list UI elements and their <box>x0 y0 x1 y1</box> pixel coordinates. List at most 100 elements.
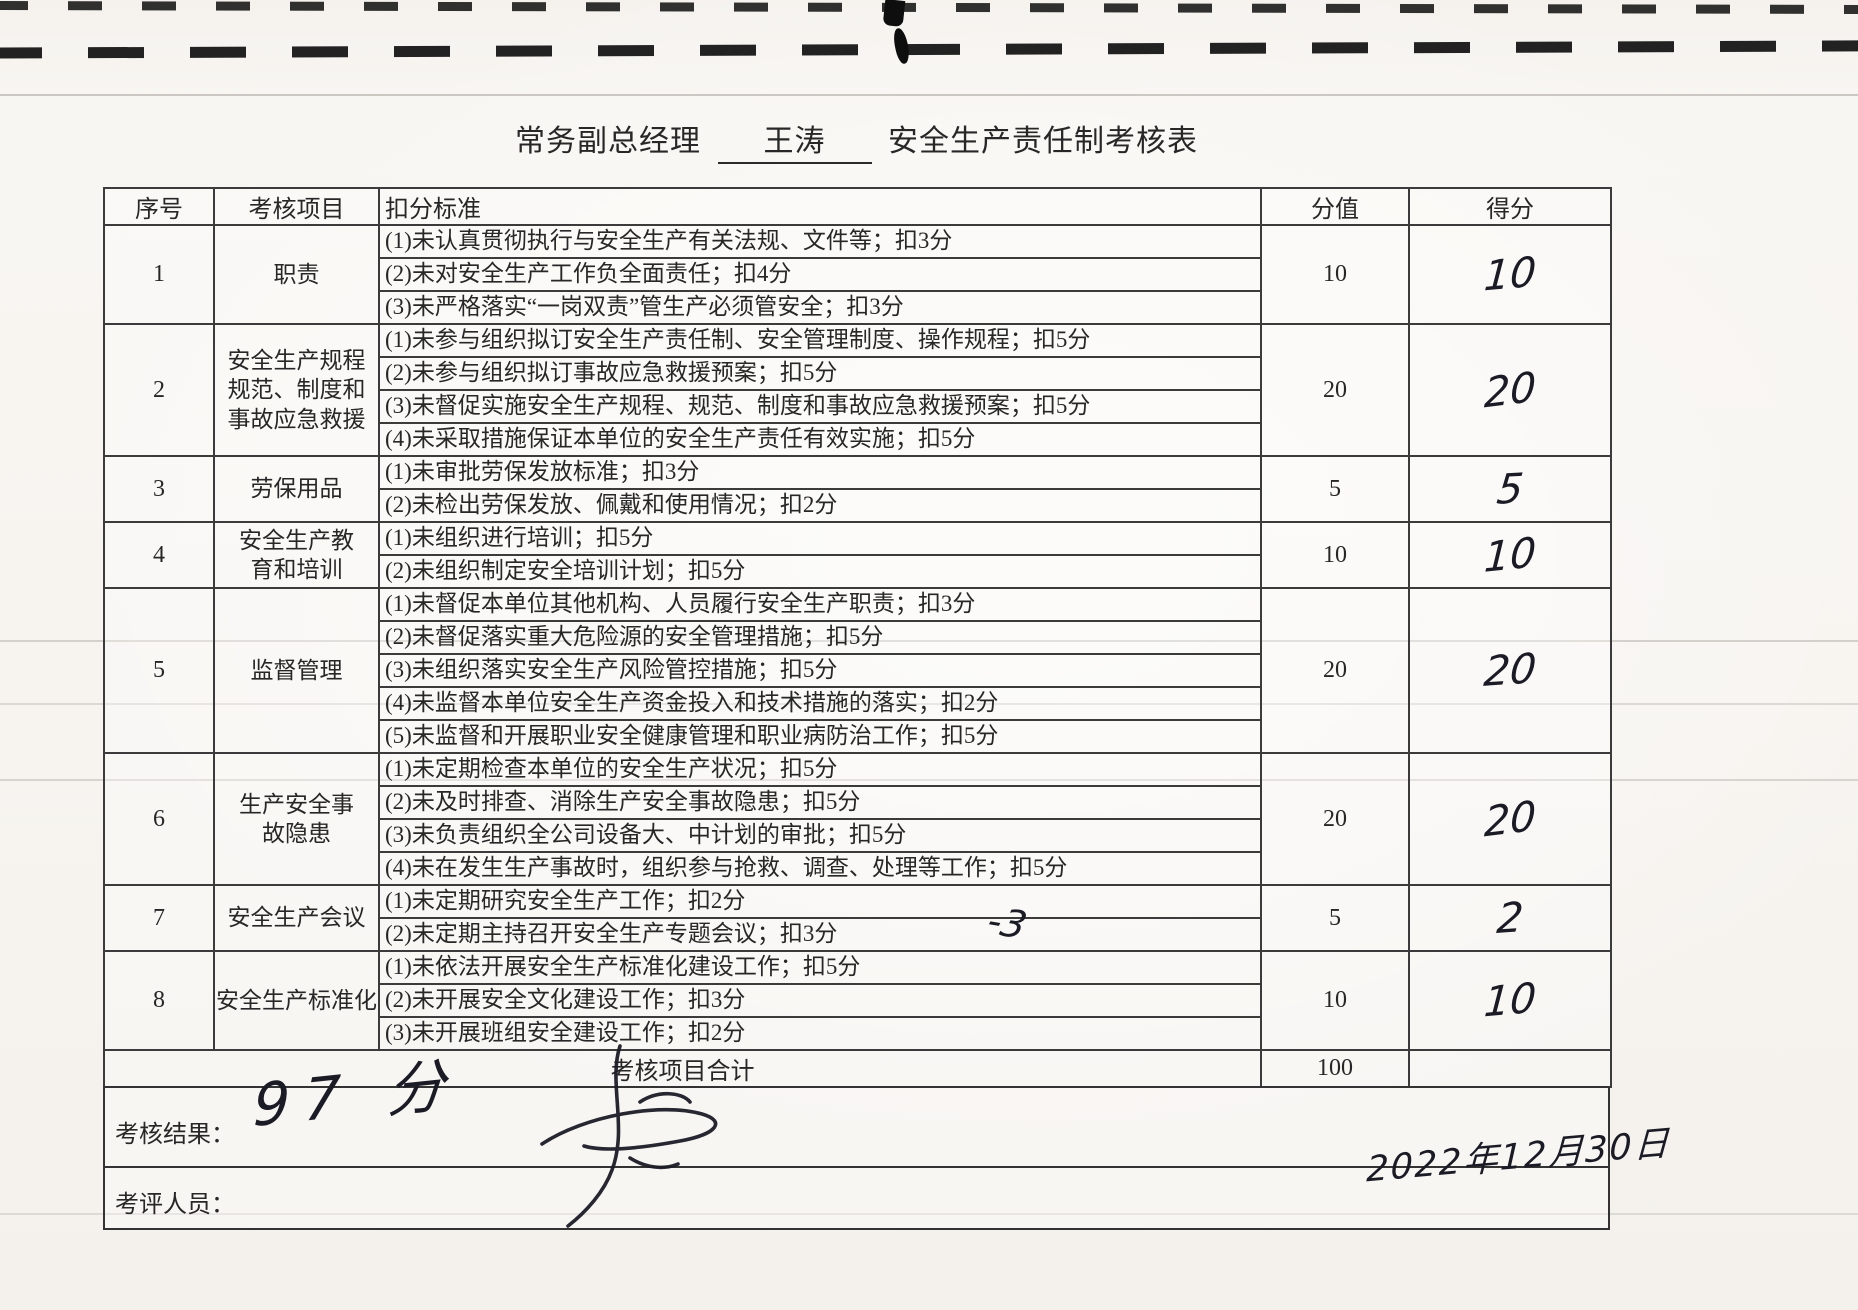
criteria-cell: (2)未开展安全文化建设工作；扣3分 <box>378 983 1262 1018</box>
table-row: (2)未参与组织拟订事故应急救援预案；扣5分 <box>104 356 1611 391</box>
row-item-label: 安全生产标准化 <box>213 950 380 1051</box>
handwritten-score: 2 <box>1494 892 1526 943</box>
row-item-label-text: 生产安全事 故隐患 <box>239 791 354 846</box>
total-value: 100 <box>1260 1049 1410 1088</box>
handwritten-score: 5 <box>1494 463 1526 514</box>
criteria-cell: (1)未审批劳保发放标准；扣3分 <box>378 455 1262 490</box>
criteria-cell: (3)未督促实施安全生产规程、规范、制度和事故应急救援预案；扣5分 <box>378 389 1262 424</box>
row-number-text: 2 <box>153 376 165 403</box>
row-score: 20 <box>1408 587 1612 754</box>
scan-streak-line <box>0 1213 1858 1215</box>
criteria-cell-text: (2)未及时排查、消除生产安全事故隐患；扣5分 <box>385 789 861 815</box>
row-item-label-text: 安全生产会议 <box>227 905 366 931</box>
table-row: (2)未检出劳保发放、佩戴和使用情况；扣2分 <box>104 488 1611 523</box>
criteria-cell-text: (2)未开展安全文化建设工作；扣3分 <box>385 987 746 1013</box>
table-row: (2)未对安全生产工作负全面责任；扣4分 <box>104 257 1611 292</box>
result-label: 考核结果： <box>115 1122 235 1148</box>
row-score: 20 <box>1408 752 1612 886</box>
assessor-box: 考评人员： <box>103 1165 1610 1230</box>
criteria-cell: (4)未监督本单位安全生产资金投入和技术措施的落实；扣2分 <box>378 686 1262 721</box>
row-score: 10 <box>1408 521 1612 589</box>
handwritten-score: 20 <box>1483 791 1537 846</box>
criteria-cell: (1)未定期研究安全生产工作；扣2分 <box>378 884 1262 919</box>
row-item-label: 安全生产会议 <box>213 884 380 952</box>
row-number: 6 <box>103 752 215 886</box>
criteria-cell-text: (3)未组织落实安全生产风险管控措施；扣5分 <box>385 657 838 683</box>
criteria-cell-text: (1)未依法开展安全生产标准化建设工作；扣5分 <box>385 954 861 980</box>
header-row: 序号 考核项目 扣分标准 分值 得分 <box>103 187 1612 226</box>
criteria-cell-text: (4)未采取措施保证本单位的安全生产责任有效实施；扣5分 <box>385 426 976 452</box>
row-item-label-text: 安全生产教 育和培训 <box>239 527 354 582</box>
criteria-cell: (3)未严格落实“一岗双责”管生产必须管安全；扣3分 <box>378 290 1262 325</box>
criteria-cell-text: (5)未监督和开展职业安全健康管理和职业病防治工作；扣5分 <box>385 723 999 749</box>
table-row: (2)未组织制定安全培训计划；扣5分 <box>104 554 1611 589</box>
assessment-table-wrap: 序号 考核项目 扣分标准 分值 得分 1 职责 (1)未认真贯彻执行与安全生产有关法… <box>103 187 1612 1230</box>
row-item-label-text: 监督管理 <box>250 657 343 683</box>
binder-mark <box>882 0 906 27</box>
row-value: 10 <box>1260 950 1410 1051</box>
handwritten-score: 20 <box>1481 643 1539 697</box>
row-item-label: 监督管理 <box>213 587 380 754</box>
row-number: 1 <box>103 224 215 325</box>
row-item-label: 安全生产教 育和培训 <box>213 521 380 589</box>
table-row: (3)未负责组织全公司设备大、中计划的审批；扣5分 <box>104 818 1611 853</box>
table-row: 5 监督管理 (1)未督促本单位其他机构、人员履行安全生产职责；扣3分 20 20 <box>103 587 1612 754</box>
table-row: 8 安全生产标准化 (1)未依法开展安全生产标准化建设工作；扣5分 10 10 <box>103 950 1612 1051</box>
row-score: 5 <box>1408 455 1612 523</box>
criteria-cell: (1)未依法开展安全生产标准化建设工作；扣5分 <box>378 950 1262 985</box>
criteria-cell: (2)未及时排查、消除生产安全事故隐患；扣5分 <box>378 785 1262 820</box>
header-value: 分值 <box>1260 187 1410 226</box>
row-number-text: 8 <box>153 987 165 1013</box>
table-row: (2)未督促落实重大危险源的安全管理措施；扣5分 <box>104 620 1611 655</box>
criteria-cell-text: (3)未开展班组安全建设工作；扣2分 <box>385 1020 746 1046</box>
torn-edge-marks-second <box>0 40 1858 59</box>
header-score: 得分 <box>1408 187 1612 226</box>
row-value-text: 20 <box>1323 376 1347 403</box>
row-item-label: 安全生产规程 规范、制度和 事故应急救援 <box>213 323 380 457</box>
row-value-text: 5 <box>1329 904 1341 931</box>
handwritten-score: 10 <box>1482 527 1538 582</box>
row-number-text: 1 <box>153 261 165 287</box>
table-row: (2)未开展安全文化建设工作；扣3分 <box>104 983 1611 1018</box>
handwritten-signature <box>540 1044 718 1228</box>
row-item-label-text: 职责 <box>273 261 320 287</box>
table-row: (4)未采取措施保证本单位的安全生产责任有效实施；扣5分 <box>104 422 1611 457</box>
criteria-cell: (2)未定期主持召开安全生产专题会议；扣3分 -3 <box>378 899 1262 952</box>
criteria-cell: (4)未在发生生产事故时，组织参与抢救、调查、处理等工作；扣5分 <box>378 851 1262 886</box>
torn-edge-marks-top <box>0 1 1858 14</box>
row-item-label-text: 劳保用品 <box>250 476 343 502</box>
table-row: 7 安全生产会议 (1)未定期研究安全生产工作；扣2分 5 2 <box>103 884 1612 952</box>
criteria-cell: (3)未组织落实安全生产风险管控措施；扣5分 <box>378 653 1262 688</box>
row-number: 2 <box>103 323 215 457</box>
row-value: 5 <box>1260 884 1410 952</box>
total-value-text: 100 <box>1317 1055 1353 1081</box>
criteria-cell: (2)未对安全生产工作负全面责任；扣4分 <box>378 257 1262 292</box>
row-value: 20 <box>1260 752 1410 886</box>
row-value-text: 20 <box>1323 805 1347 832</box>
criteria-cell-text: (4)未在发生生产事故时，组织参与抢救、调查、处理等工作；扣5分 <box>385 855 1068 881</box>
row-value-text: 10 <box>1323 541 1347 568</box>
criteria-cell-text: (1)未认真贯彻执行与安全生产有关法规、文件等；扣3分 <box>385 228 953 254</box>
criteria-cell: (1)未参与组织拟订安全生产责任制、安全管理制度、操作规程；扣5分 <box>378 323 1262 358</box>
row-value-text: 20 <box>1323 657 1347 683</box>
criteria-cell: (4)未采取措施保证本单位的安全生产责任有效实施；扣5分 <box>378 422 1262 457</box>
row-number: 4 <box>103 521 215 589</box>
table-row: 4 安全生产教 育和培训 (1)未组织进行培训；扣5分 10 10 <box>103 521 1612 589</box>
handwritten-score: 10 <box>1482 973 1538 1027</box>
criteria-cell-text: (2)未参与组织拟订事故应急救援预案；扣5分 <box>385 360 838 386</box>
page-title: 常务副总经理 王涛 安全生产责任制考核表 <box>103 116 1610 164</box>
row-item-label-text: 安全生产标准化 <box>216 987 377 1013</box>
assessment-table: 序号 考核项目 扣分标准 分值 得分 1 职责 (1)未认真贯彻执行与安全生产有关法… <box>103 187 1612 1088</box>
criteria-cell: (2)未检出劳保发放、佩戴和使用情况；扣2分 <box>378 488 1262 523</box>
total-score <box>1408 1049 1612 1088</box>
scan-streak-line <box>0 94 1858 96</box>
title-suffix: 安全生产责任制考核表 <box>888 125 1198 158</box>
criteria-cell: (2)未参与组织拟订事故应急救援预案；扣5分 <box>378 356 1262 391</box>
criteria-cell-text: (3)未督促实施安全生产规程、规范、制度和事故应急救援预案；扣5分 <box>385 393 1091 419</box>
total-label-text: 考核项目合计 <box>610 1059 755 1085</box>
row-item-label-text: 安全生产规程 规范、制度和 事故应急救援 <box>227 347 366 432</box>
criteria-cell-text: (2)未检出劳保发放、佩戴和使用情况；扣2分 <box>385 492 838 518</box>
table-row: 6 生产安全事 故隐患 (1)未定期检查本单位的安全生产状况；扣5分 20 20 <box>103 752 1612 886</box>
table-row: (5)未监督和开展职业安全健康管理和职业病防治工作；扣5分 <box>104 719 1611 754</box>
criteria-cell: (1)未认真贯彻执行与安全生产有关法规、文件等；扣3分 <box>378 224 1262 259</box>
